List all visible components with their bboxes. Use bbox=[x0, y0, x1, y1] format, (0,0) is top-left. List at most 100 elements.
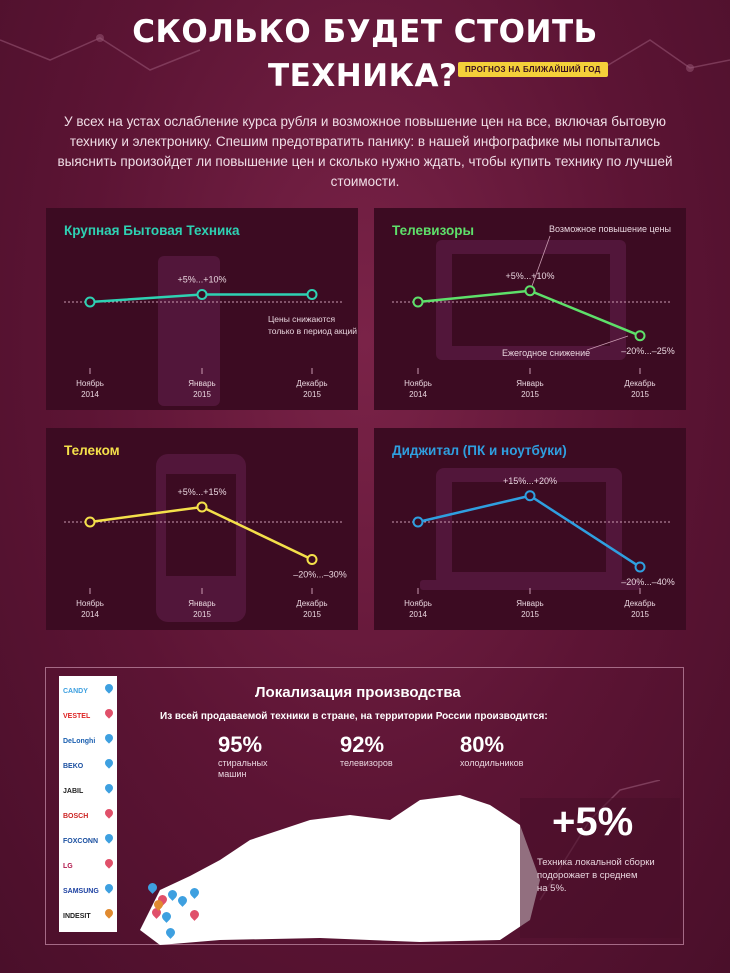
chart-panel-telecom: +5%...+15% –20%...–30% Ноябрь 2014 Январь 201… bbox=[46, 428, 358, 630]
annotation-line bbox=[531, 235, 551, 287]
brand-bosch: BOSCH bbox=[63, 807, 115, 825]
stat-value: 95% bbox=[218, 732, 263, 757]
map-shape bbox=[140, 795, 540, 945]
tick-label: Декабрь bbox=[296, 599, 327, 608]
map-pin-icon bbox=[103, 707, 115, 719]
data-point bbox=[196, 501, 208, 513]
data-label: +5%...+10% bbox=[177, 275, 226, 285]
tick-label: Декабрь bbox=[624, 379, 655, 388]
data-point bbox=[196, 289, 208, 300]
stat-tv: 92% телевизоров bbox=[340, 732, 393, 769]
chart-panel-digital: +15%...+20% –20%...–40% Ноябрь 2014 Январь 20… bbox=[374, 428, 686, 630]
brand-logo: SAMSUNG bbox=[63, 887, 99, 895]
intro-text: У всех на устах ослабление курса рубля и… bbox=[57, 114, 673, 189]
tick-label: Ноябрь bbox=[76, 379, 104, 388]
chart-tv: +5%...+10% –20%...–25% Возможное повышение… bbox=[392, 224, 675, 399]
tick-label: 2014 bbox=[409, 390, 427, 399]
russia-map bbox=[140, 780, 680, 945]
tick-label: Январь bbox=[516, 599, 543, 608]
brand-indesit: INDESIT bbox=[63, 907, 115, 925]
tick-label: Январь bbox=[516, 379, 543, 388]
chart-title: Телевизоры bbox=[392, 223, 474, 238]
tick-label: Ноябрь bbox=[404, 379, 432, 388]
data-label: –20%...–30% bbox=[293, 570, 347, 580]
data-label: +5%...+15% bbox=[177, 487, 226, 497]
brand-logo: CANDY bbox=[63, 687, 88, 695]
data-point bbox=[524, 285, 536, 297]
tick-label: 2015 bbox=[303, 610, 321, 619]
map-pin-icon bbox=[103, 732, 115, 744]
tick-label: 2014 bbox=[81, 610, 99, 619]
stat-label: холодильников bbox=[460, 758, 524, 768]
map-pin-icon bbox=[103, 882, 115, 894]
brand-candy: CANDY bbox=[63, 682, 115, 700]
map-pin-icon bbox=[103, 807, 115, 819]
brand-logo: BOSCH bbox=[63, 812, 89, 820]
map-pin-icon bbox=[103, 782, 115, 794]
data-point bbox=[306, 289, 318, 300]
brand-list: CANDY VESTEL DeLonghi BEKO JABIL BOSCH FOXCONN… bbox=[59, 676, 117, 932]
brand-logo: FOXCONN bbox=[63, 837, 98, 845]
chart-appliances: +5%...+10% Ноябрь 2014 Январь 2015 Декабрь 201… bbox=[64, 256, 342, 406]
brand-vestel: VESTEL bbox=[63, 707, 115, 725]
tick-label: 2015 bbox=[631, 610, 649, 619]
stat-washers: 95% стиральных машин bbox=[218, 732, 268, 780]
price-increase-text: Техника локальной сборки подорожает в ср… bbox=[537, 856, 655, 895]
brand-logo: LG bbox=[63, 862, 73, 870]
tick-label: 2015 bbox=[303, 390, 321, 399]
brand-delonghi: DeLonghi bbox=[63, 732, 115, 750]
text-line: подорожает в среднем bbox=[537, 870, 638, 881]
annotation: Возможное повышение цены bbox=[549, 224, 671, 234]
chart-title: Диджитал (ПК и ноутбуки) bbox=[392, 443, 567, 458]
tick-label: Ноябрь bbox=[404, 599, 432, 608]
tick-label: 2015 bbox=[521, 390, 539, 399]
page-title-line1: СКОЛЬКО БУДЕТ СТОИТЬ bbox=[132, 14, 598, 50]
brand-samsung: SAMSUNG bbox=[63, 882, 115, 900]
chart-title: Телеком bbox=[64, 443, 120, 458]
map-pin-icon bbox=[103, 907, 115, 919]
map-pin-icon bbox=[103, 857, 115, 869]
tick-label: Январь bbox=[188, 379, 215, 388]
annotation: Ежегодное снижение bbox=[502, 348, 590, 358]
brand-jabil: JABIL bbox=[63, 782, 115, 800]
localization-subtitle: Из всей продаваемой техники в стране, на… bbox=[160, 711, 548, 722]
page-title-line2: ТЕХНИКА? bbox=[268, 58, 458, 94]
chart-telecom: +5%...+15% –20%...–30% Ноябрь 2014 Январь 201… bbox=[64, 454, 347, 622]
brand-beko: BEKO bbox=[63, 757, 115, 775]
chart-note: Цены снижаются только в период акций bbox=[268, 314, 357, 336]
chart-panel-appliances: +5%...+10% Ноябрь 2014 Январь 2015 Декабрь 201… bbox=[46, 208, 358, 410]
stat-label: телевизоров bbox=[340, 758, 393, 768]
stat-label: машин bbox=[218, 769, 247, 779]
tick-label: 2015 bbox=[521, 610, 539, 619]
price-increase-value: +5% bbox=[552, 800, 634, 844]
chart-digital: +15%...+20% –20%...–40% Ноябрь 2014 Январь 20… bbox=[392, 468, 675, 619]
annotation-line bbox=[586, 335, 629, 351]
stat-fridges: 80% холодильников bbox=[460, 732, 523, 769]
chart-title: Крупная Бытовая Техника bbox=[64, 223, 240, 238]
data-label: –20%...–40% bbox=[621, 577, 675, 587]
tick-label: Декабрь bbox=[624, 599, 655, 608]
text-line: Техника локальной сборки bbox=[537, 857, 655, 868]
data-label: +5%...+10% bbox=[505, 271, 554, 281]
tick-label: Ноябрь bbox=[76, 599, 104, 608]
chart-panel-tv: +5%...+10% –20%...–25% Возможное повышение… bbox=[374, 208, 686, 410]
data-point bbox=[84, 516, 96, 528]
data-point bbox=[524, 490, 536, 502]
data-point bbox=[634, 330, 646, 342]
data-label: +15%...+20% bbox=[503, 476, 557, 486]
brand-logo: DeLonghi bbox=[63, 737, 96, 745]
stat-label: стиральных bbox=[218, 758, 268, 768]
background-decor bbox=[0, 34, 730, 72]
data-point bbox=[634, 561, 646, 573]
brand-logo: VESTEL bbox=[63, 712, 91, 720]
brand-foxconn: FOXCONN bbox=[63, 832, 115, 850]
data-point bbox=[412, 296, 424, 308]
map-pin-icon bbox=[103, 682, 115, 694]
data-point bbox=[84, 296, 96, 308]
brand-logo: JABIL bbox=[63, 787, 84, 795]
tick-label: 2015 bbox=[631, 390, 649, 399]
tick-label: Январь bbox=[188, 599, 215, 608]
tick-label: 2014 bbox=[409, 610, 427, 619]
tick-label: 2015 bbox=[193, 610, 211, 619]
forecast-badge: ПРОГНОЗ НА БЛИЖАЙШИЙ ГОД bbox=[458, 62, 608, 77]
